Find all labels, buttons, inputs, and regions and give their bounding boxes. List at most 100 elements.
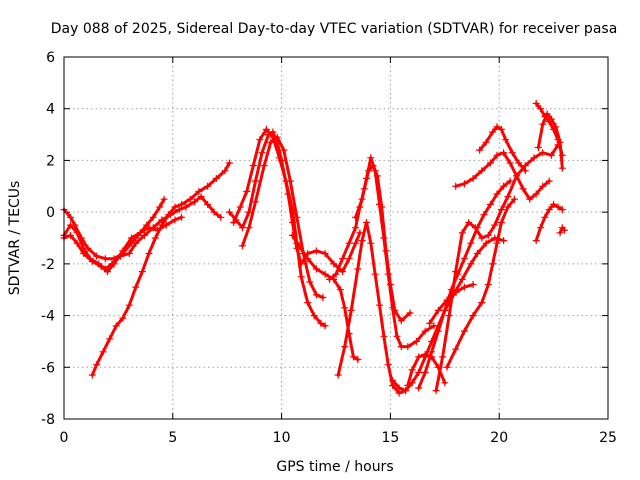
data-point xyxy=(260,162,268,170)
data-point xyxy=(493,123,501,131)
series-group xyxy=(404,350,449,389)
data-point xyxy=(319,294,327,301)
data-point xyxy=(556,138,564,146)
data-point xyxy=(460,283,468,291)
data-point xyxy=(106,335,114,343)
data-point xyxy=(537,224,544,232)
data-point xyxy=(352,224,360,232)
data-point xyxy=(404,381,412,389)
data-point xyxy=(413,337,420,345)
data-point xyxy=(482,239,490,247)
data-point xyxy=(151,234,159,242)
data-point xyxy=(158,221,166,229)
data-point xyxy=(88,257,96,265)
data-point xyxy=(317,319,325,327)
data-point xyxy=(175,206,183,214)
data-point xyxy=(128,234,135,242)
data-point xyxy=(195,188,203,195)
data-point xyxy=(99,348,107,356)
data-point xyxy=(434,327,442,335)
data-point xyxy=(537,105,544,113)
data-point xyxy=(389,376,397,384)
x-tick-label: 20 xyxy=(490,430,508,446)
data-series xyxy=(60,100,568,397)
data-point xyxy=(119,314,127,322)
data-point xyxy=(489,128,497,136)
data-point xyxy=(112,322,120,330)
data-point xyxy=(493,239,501,247)
x-tick-label: 5 xyxy=(168,430,177,446)
x-tick-label: 0 xyxy=(60,430,69,446)
data-point xyxy=(125,250,133,257)
data-point xyxy=(67,213,74,221)
data-point xyxy=(426,319,434,327)
data-point xyxy=(376,200,383,208)
data-point xyxy=(443,296,451,304)
data-point xyxy=(441,306,449,314)
data-point xyxy=(493,151,501,159)
data-point xyxy=(469,175,477,182)
data-point xyxy=(88,371,96,379)
data-point xyxy=(345,255,353,263)
data-point xyxy=(252,198,259,206)
x-tick-label: 25 xyxy=(599,430,617,446)
data-point xyxy=(384,361,392,369)
data-point xyxy=(441,379,449,387)
y-tick-label: 4 xyxy=(46,102,55,118)
data-point xyxy=(415,384,423,392)
data-point xyxy=(508,149,516,157)
data-point xyxy=(460,255,468,263)
data-point xyxy=(238,242,246,250)
series-group xyxy=(60,195,168,263)
data-point xyxy=(230,219,238,226)
data-point xyxy=(489,260,497,268)
data-point xyxy=(558,206,566,214)
data-point xyxy=(339,268,346,276)
data-point xyxy=(534,144,542,151)
data-point xyxy=(421,369,429,376)
data-point xyxy=(452,345,460,353)
data-point xyxy=(484,281,492,288)
data-point xyxy=(406,309,414,317)
data-point xyxy=(97,262,105,270)
data-point xyxy=(480,211,488,219)
data-point xyxy=(164,211,172,219)
series-group xyxy=(352,154,438,351)
data-point xyxy=(297,273,305,281)
data-point xyxy=(191,198,199,206)
data-point xyxy=(156,203,164,211)
data-point xyxy=(71,221,79,229)
data-point xyxy=(487,159,494,167)
data-point xyxy=(545,206,553,214)
data-point xyxy=(497,219,505,226)
data-point xyxy=(178,213,185,221)
data-point xyxy=(204,182,212,190)
data-point xyxy=(482,138,490,146)
data-point xyxy=(321,270,329,278)
data-point xyxy=(402,387,410,395)
data-point xyxy=(93,252,101,260)
data-point xyxy=(236,203,244,211)
data-point xyxy=(415,369,423,376)
data-point xyxy=(478,234,486,242)
data-point xyxy=(530,154,538,162)
data-point xyxy=(160,195,168,203)
data-point xyxy=(275,154,283,162)
data-point xyxy=(539,182,547,190)
data-point xyxy=(141,231,148,239)
data-point xyxy=(469,281,477,288)
data-point xyxy=(458,229,466,237)
data-point xyxy=(210,208,218,216)
data-point xyxy=(225,208,233,216)
series-line xyxy=(336,221,408,395)
data-point xyxy=(467,260,475,268)
data-point xyxy=(341,343,349,351)
data-point xyxy=(515,159,523,167)
data-point xyxy=(358,195,366,203)
data-point xyxy=(408,366,416,374)
y-tick-label: -4 xyxy=(41,309,55,325)
data-point xyxy=(465,219,473,226)
data-point xyxy=(136,229,144,237)
plot-frame xyxy=(63,56,609,420)
